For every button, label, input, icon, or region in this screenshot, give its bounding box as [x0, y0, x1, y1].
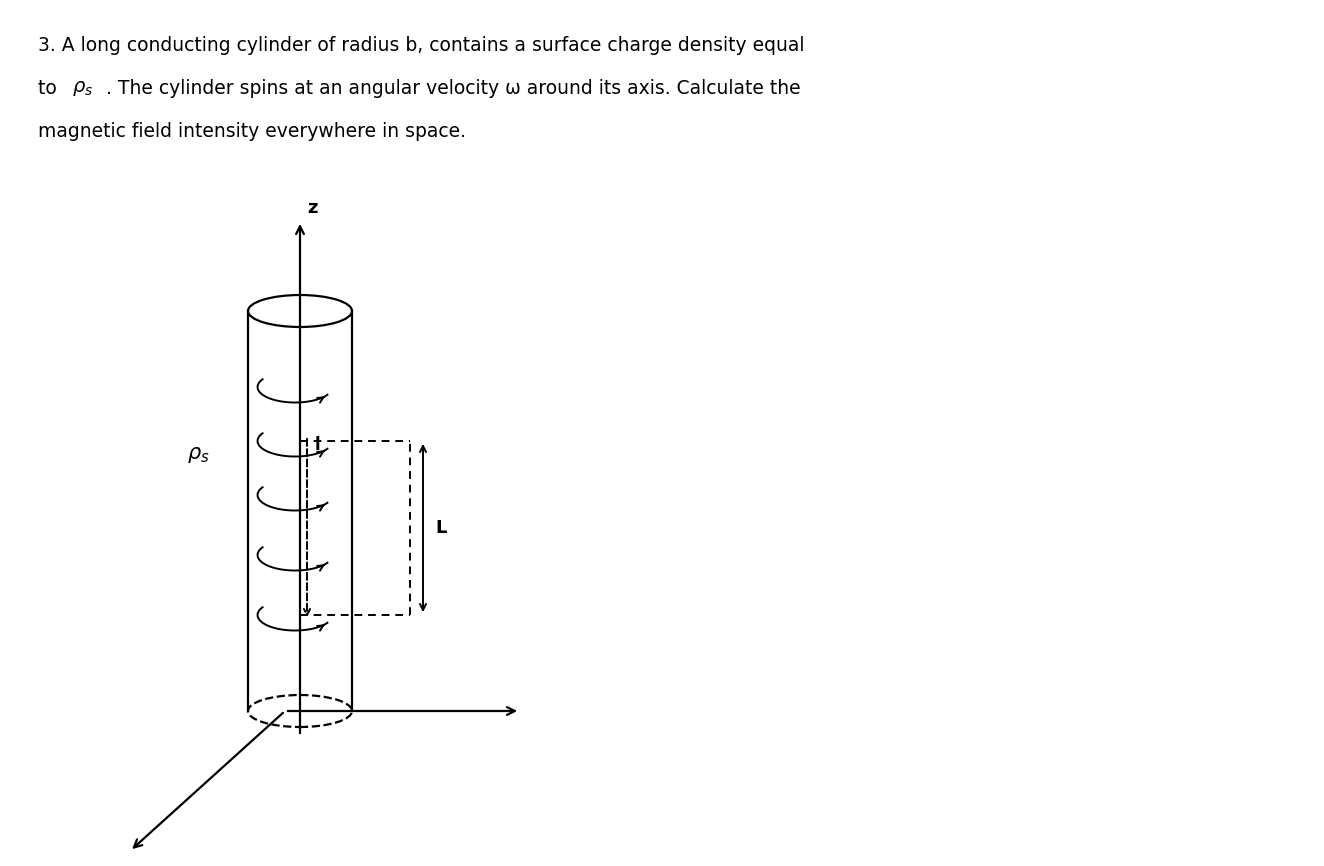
Text: 3. A long conducting cylinder of radius b, contains a surface charge density equ: 3. A long conducting cylinder of radius …: [38, 36, 805, 55]
Text: $\rho_s$: $\rho_s$: [188, 445, 211, 465]
Text: magnetic field intensity everywhere in space.: magnetic field intensity everywhere in s…: [38, 122, 466, 141]
Text: L: L: [436, 519, 446, 537]
Text: $\rho_s$: $\rho_s$: [71, 79, 93, 98]
Text: z: z: [307, 199, 318, 217]
Text: to: to: [38, 79, 69, 98]
Text: . The cylinder spins at an angular velocity ω around its axis. Calculate the: . The cylinder spins at an angular veloc…: [106, 79, 801, 98]
Text: l: l: [315, 436, 320, 454]
